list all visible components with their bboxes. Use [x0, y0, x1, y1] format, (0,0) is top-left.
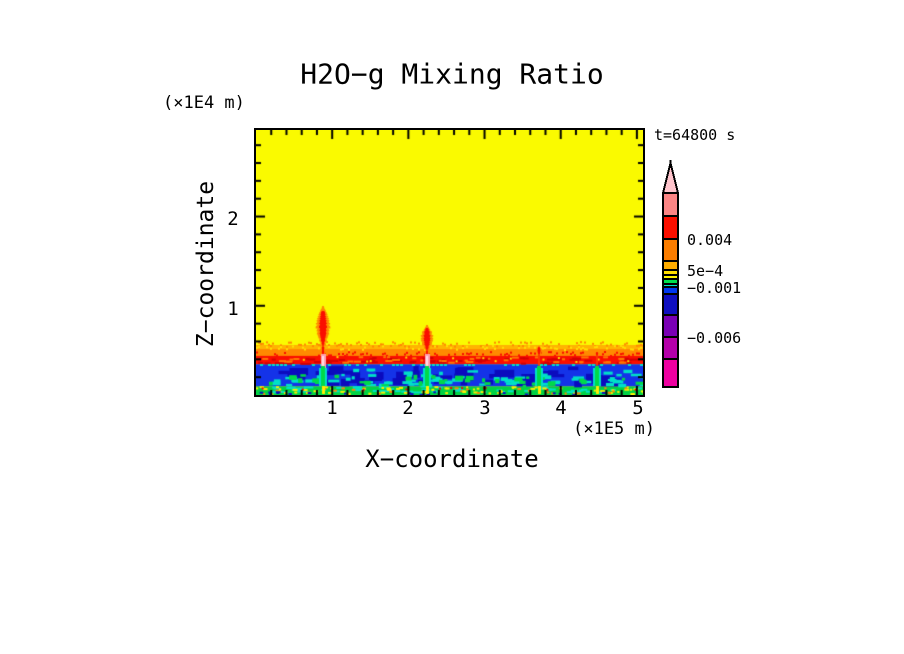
z-tick-label-1: 1	[227, 298, 239, 320]
colorbar-level-label: −0.001	[687, 279, 742, 297]
colorbar	[661, 158, 701, 398]
colorbar-svg	[661, 160, 680, 388]
colorbar-segment	[662, 192, 679, 217]
colorbar-segment	[662, 286, 679, 295]
x-tick-label-4: 4	[555, 397, 567, 419]
colorbar-segment	[662, 358, 679, 388]
plot-area	[254, 128, 645, 397]
z-tick-label-2: 2	[227, 208, 239, 230]
figure-title: H2O−g Mixing Ratio	[300, 57, 604, 91]
colorbar-segment	[662, 260, 679, 271]
x-tick-label-3: 3	[479, 397, 491, 419]
heatmap-canvas	[256, 130, 643, 395]
x-tick-label-5: 5	[632, 397, 644, 419]
colorbar-level-label: 5e−4	[687, 262, 724, 280]
colorbar-arrow-tip	[661, 162, 680, 194]
x-axis-unit-label: (×1E5 m)	[573, 419, 655, 439]
x-tick-label-2: 2	[402, 397, 414, 419]
colorbar-level-label: 0.004	[687, 231, 733, 249]
colorbar-segment	[662, 314, 679, 338]
x-tick-label-1: 1	[326, 397, 338, 419]
time-stamp-label: t=64800 s	[654, 126, 736, 144]
z-axis-title: Z−coordinate	[193, 180, 219, 348]
z-axis-unit-label: (×1E4 m)	[163, 93, 245, 113]
colorbar-level-label: −0.006	[687, 329, 742, 347]
colorbar-segment	[662, 336, 679, 360]
colorbar-segment	[662, 293, 679, 316]
x-axis-title: X−coordinate	[365, 445, 539, 473]
colorbar-segment	[662, 215, 679, 240]
colorbar-segment	[662, 238, 679, 262]
